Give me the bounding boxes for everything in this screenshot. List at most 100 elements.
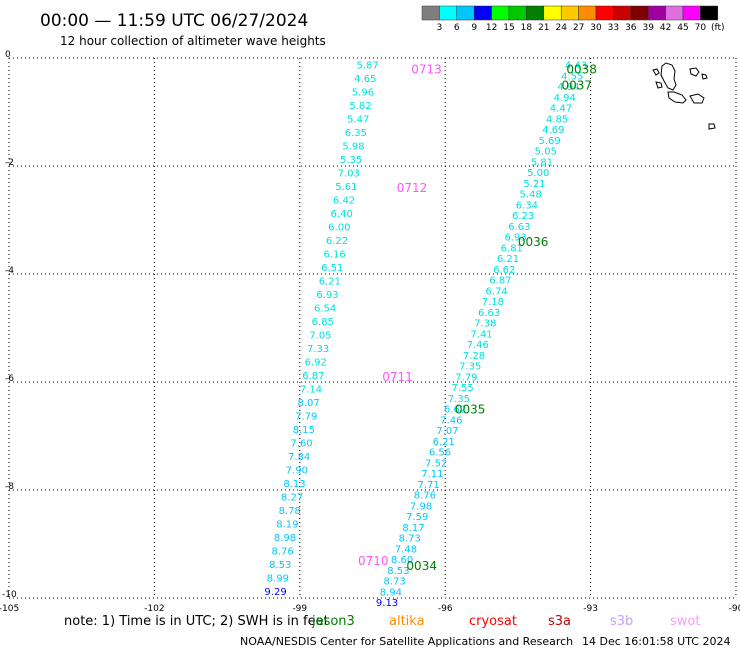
wave-height-value: 6.00 <box>328 223 350 234</box>
x-tick-label: -105 <box>0 604 19 614</box>
legend-label: 9 <box>471 23 477 33</box>
legend-label: 15 <box>503 23 514 33</box>
wave-height-value: 7.46 <box>467 340 489 351</box>
wave-height-value: 6.34 <box>516 200 538 211</box>
wave-height-value: 8.27 <box>281 493 303 504</box>
pass-time-label: 0713 <box>411 62 442 76</box>
wave-height-value: 6.40 <box>331 209 353 220</box>
wave-height-value: 5.69 <box>538 136 560 147</box>
wave-height-value: 6.21 <box>497 254 519 265</box>
wave-height-value: 5.81 <box>531 157 553 168</box>
wave-height-value: 6.42 <box>333 196 355 207</box>
wave-height-value: 5.00 <box>527 168 549 179</box>
x-tick-label: -99 <box>292 604 307 614</box>
coastline-shape <box>667 91 687 104</box>
wave-height-value: 7.52 <box>425 458 447 469</box>
wave-height-value: 8.99 <box>267 574 289 585</box>
wave-height-value: 8.94 <box>380 587 402 598</box>
credit-line: NOAA/NESDIS Center for Satellite Applica… <box>240 635 573 648</box>
wave-height-value: 7.55 <box>452 383 474 394</box>
coastline-shape <box>708 123 716 130</box>
wave-height-value: 8.76 <box>272 547 294 558</box>
wave-height-value: 8.53 <box>269 560 291 571</box>
pass-time-label: 0710 <box>358 554 389 568</box>
wave-height-value: 8.73 <box>383 577 405 588</box>
coastline-shape <box>655 81 663 89</box>
wave-height-value: 8.19 <box>276 520 298 531</box>
legend-label: 18 <box>521 23 533 33</box>
map-subtitle: 12 hour collection of altimeter wave hei… <box>60 34 326 48</box>
wave-height-value: 4.43 <box>565 61 587 72</box>
wave-height-value: 8.98 <box>274 533 296 544</box>
wave-height-value: 7.98 <box>410 501 432 512</box>
wave-height-value: 7.05 <box>309 331 331 342</box>
wave-height-value: 7.03 <box>338 169 360 180</box>
satellite-name: swot <box>670 614 700 629</box>
wave-height-value: 7.35 <box>459 362 481 373</box>
wave-height-value: 8.78 <box>279 506 301 517</box>
legend-label: 27 <box>573 23 584 33</box>
legend-label: 70 <box>695 23 707 33</box>
legend-label: 36 <box>625 23 637 33</box>
wave-height-value: 6.81 <box>501 243 523 254</box>
legend-swatch <box>665 5 684 21</box>
y-tick-label: -8 <box>5 482 14 492</box>
wave-height-value: 6.35 <box>345 128 367 139</box>
legend-swatch <box>473 5 492 21</box>
x-tick-label: -90 <box>729 604 740 614</box>
wave-height-value: 7.90 <box>286 466 308 477</box>
x-tick-label: -102 <box>144 604 164 614</box>
wave-height-value: 6.93 <box>504 233 526 244</box>
satellite-name: altika <box>389 614 425 629</box>
axis-ticks: -105 -102 -99 -96 -93 -90 0 -2 -4 -6 -8 -10 <box>0 50 740 614</box>
wave-height-value: 6.21 <box>433 437 455 448</box>
wave-height-value: 7.35 <box>448 394 470 405</box>
legend-swatch <box>682 5 701 21</box>
legend-label: 30 <box>590 23 602 33</box>
wave-height-value: 6.23 <box>512 211 534 222</box>
wave-height-value: 8.13 <box>283 479 305 490</box>
wave-height-tracks: 5.87 4.65 5.96 5.82 5.47 6.35 5.98 5.35 7.03 5.61… <box>264 61 587 609</box>
lat-lon-grid <box>8 57 737 599</box>
wave-height-value: 6.21 <box>319 277 341 288</box>
pass-time-label: 0038 <box>566 62 597 76</box>
wave-height-value: 6.16 <box>323 250 345 261</box>
wave-height-value: 9.13 <box>376 598 398 609</box>
wave-height-value: 8.60 <box>391 555 413 566</box>
legend-swatch <box>613 5 632 21</box>
wave-height-value: 7.28 <box>463 351 485 362</box>
satellite-name: jason3 <box>311 614 355 629</box>
wave-height-value: 5.96 <box>352 88 374 99</box>
wave-height-value: 6.63 <box>478 308 500 319</box>
wave-height-value: 6.56 <box>429 448 451 459</box>
wave-height-value: 8.07 <box>297 398 319 409</box>
legend-swatch <box>439 5 458 21</box>
wave-height-value: 8.76 <box>414 491 436 502</box>
legend-label: 39 <box>642 23 654 33</box>
wave-height-value: 5.35 <box>340 155 362 166</box>
wave-height-value: 7.79 <box>295 412 317 423</box>
wave-height-value: 4.47 <box>550 104 572 115</box>
legend-label: 42 <box>660 23 671 33</box>
wave-height-value: 4.69 <box>542 125 564 136</box>
wave-height-value: 4.55 <box>561 71 583 82</box>
coastline-shape <box>701 73 708 80</box>
color-legend: 3 6 9 12 15 18 21 24 27 30 33 36 39 42 45 70 <box>421 5 719 33</box>
units-note: note: 1) Time is in UTC; 2) SWH is in fe… <box>64 614 329 629</box>
wave-height-value: 7.59 <box>406 512 428 523</box>
legend-swatch <box>491 5 510 21</box>
wave-height-value: 6.54 <box>314 304 336 315</box>
wave-height-value: 6.62 <box>493 265 515 276</box>
satellite-name: s3b <box>610 614 633 629</box>
galapagos-coastline <box>652 62 716 130</box>
coastline-shape <box>689 67 700 77</box>
wave-height-value: 5.47 <box>347 115 369 126</box>
wave-height-value: 6.62 <box>444 405 466 416</box>
pass-time-labels: 0713 0712 0711 0710 0038 0037 0036 0035 0034 <box>358 62 597 573</box>
pass-time-label: 0712 <box>397 181 428 195</box>
legend-swatch <box>595 5 614 21</box>
wave-height-value: 6.87 <box>489 276 511 287</box>
wave-height-value: 8.53 <box>387 566 409 577</box>
pass-time-label: 0711 <box>382 370 413 384</box>
